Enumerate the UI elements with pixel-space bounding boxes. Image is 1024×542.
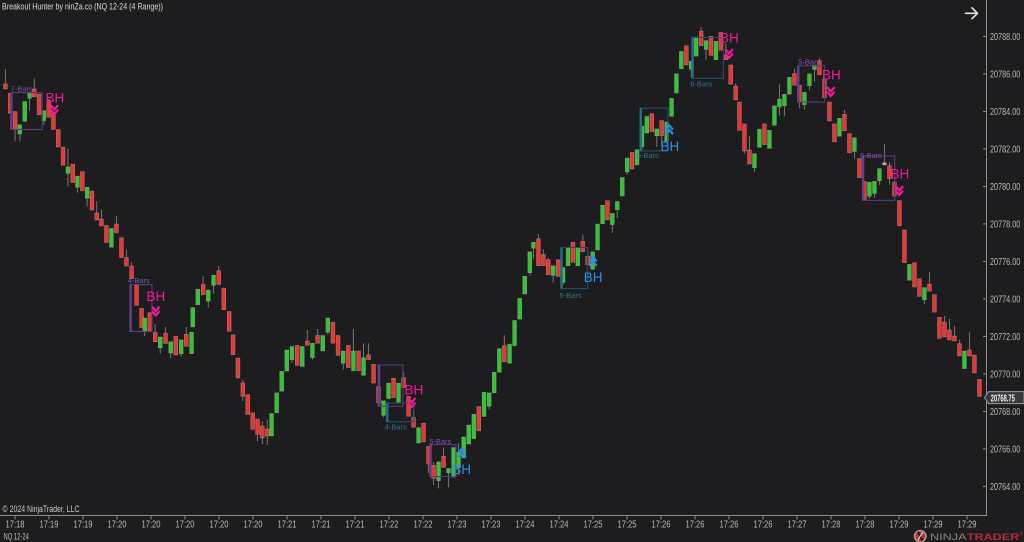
svg-text:17:19: 17:19 <box>40 519 59 530</box>
svg-text:17:24: 17:24 <box>516 519 535 530</box>
svg-text:7-Bars: 7-Bars <box>11 84 33 93</box>
svg-text:BH: BH <box>891 167 910 182</box>
svg-text:®: ® <box>1020 531 1024 538</box>
svg-text:20766.00: 20766.00 <box>990 445 1021 456</box>
svg-text:20776.00: 20776.00 <box>990 257 1021 268</box>
svg-text:17:26: 17:26 <box>754 519 773 530</box>
svg-text:BH: BH <box>822 67 841 82</box>
svg-text:NQ 12-24: NQ 12-24 <box>4 531 29 541</box>
svg-text:5-Bars: 5-Bars <box>637 151 659 160</box>
svg-text:17:26: 17:26 <box>720 519 739 530</box>
svg-text:17:20: 17:20 <box>210 519 229 530</box>
svg-text:17:23: 17:23 <box>482 519 501 530</box>
svg-text:17:28: 17:28 <box>856 519 875 530</box>
svg-text:6-Bars: 6-Bars <box>690 79 712 88</box>
svg-text:17:24: 17:24 <box>550 519 569 530</box>
svg-text:BH: BH <box>46 91 65 106</box>
svg-text:17:20: 17:20 <box>176 519 195 530</box>
svg-text:17:20: 17:20 <box>142 519 161 530</box>
svg-text:20784.00: 20784.00 <box>990 107 1021 118</box>
svg-text:17:25: 17:25 <box>584 519 603 530</box>
svg-text:BH: BH <box>452 462 471 477</box>
svg-text:4-Bars: 4-Bars <box>128 276 150 285</box>
svg-text:17:21: 17:21 <box>346 519 365 530</box>
svg-text:17:19: 17:19 <box>74 519 93 530</box>
svg-text:5-Bars: 5-Bars <box>798 57 820 66</box>
svg-text:17:20: 17:20 <box>108 519 127 530</box>
svg-text:Breakout Hunter by ninZa.co (N: Breakout Hunter by ninZa.co (NQ 12-24 (4… <box>2 2 163 13</box>
svg-text:17:21: 17:21 <box>312 519 331 530</box>
svg-text:17:21: 17:21 <box>278 519 297 530</box>
svg-text:20782.00: 20782.00 <box>990 145 1021 156</box>
svg-text:17:22: 17:22 <box>414 519 433 530</box>
svg-text:17:26: 17:26 <box>686 519 705 530</box>
svg-text:17:23: 17:23 <box>448 519 467 530</box>
svg-text:17:18: 17:18 <box>6 519 25 530</box>
svg-text:17:29: 17:29 <box>958 519 977 530</box>
svg-text:20778.00: 20778.00 <box>990 220 1021 231</box>
svg-text:17:26: 17:26 <box>652 519 671 530</box>
svg-text:BH: BH <box>720 30 739 45</box>
svg-text:20764.00: 20764.00 <box>990 482 1021 493</box>
svg-text:17:22: 17:22 <box>380 519 399 530</box>
svg-text:5-Bars: 5-Bars <box>429 437 451 446</box>
svg-text:TRADER: TRADER <box>967 532 1020 542</box>
svg-text:17:28: 17:28 <box>822 519 841 530</box>
svg-text:NINJA: NINJA <box>930 532 967 542</box>
svg-text:BH: BH <box>405 382 424 397</box>
svg-text:17:20: 17:20 <box>244 519 263 530</box>
svg-text:20786.00: 20786.00 <box>990 70 1021 81</box>
svg-text:17:29: 17:29 <box>924 519 943 530</box>
svg-text:17:25: 17:25 <box>618 519 637 530</box>
svg-text:4-Bars: 4-Bars <box>385 422 407 431</box>
svg-text:BH: BH <box>147 289 166 304</box>
svg-text:BH: BH <box>584 270 603 285</box>
svg-text:20772.00: 20772.00 <box>990 332 1021 343</box>
svg-text:5-Bars: 5-Bars <box>560 291 582 300</box>
svg-text:BH: BH <box>661 139 680 154</box>
svg-text:20788.00: 20788.00 <box>990 32 1021 43</box>
svg-text:17:29: 17:29 <box>890 519 909 530</box>
svg-text:20768.00: 20768.00 <box>990 407 1021 418</box>
svg-text:6-Bars: 6-Bars <box>860 151 882 160</box>
svg-text:20774.00: 20774.00 <box>990 295 1021 306</box>
svg-text:20770.00: 20770.00 <box>990 370 1021 381</box>
svg-text:17:27: 17:27 <box>788 519 807 530</box>
svg-text:20780.00: 20780.00 <box>990 182 1021 193</box>
svg-text:© 2024 NinjaTrader, LLC: © 2024 NinjaTrader, LLC <box>3 504 80 514</box>
svg-text:20768.75: 20768.75 <box>991 393 1015 404</box>
